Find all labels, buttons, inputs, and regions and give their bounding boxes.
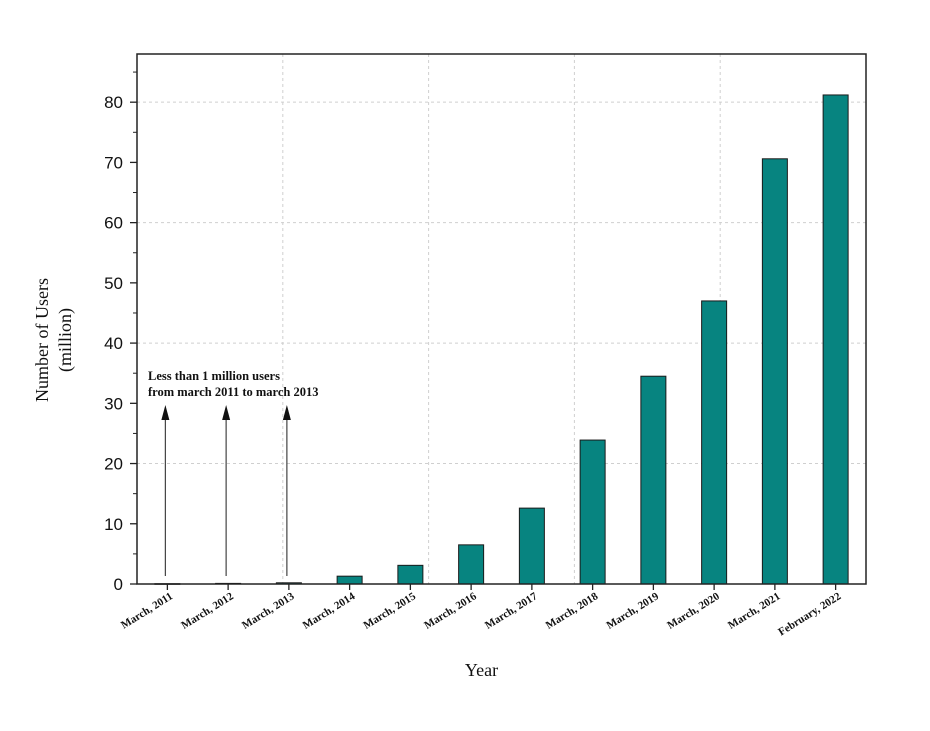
y-tick-label: 20	[104, 455, 123, 474]
grid-lines	[137, 54, 866, 584]
bars	[154, 94, 849, 585]
y-tick-label: 70	[104, 153, 123, 172]
x-tick-label: March, 2012	[179, 590, 236, 632]
annotation-arrow-head	[161, 405, 170, 420]
bar	[518, 507, 545, 585]
y-axis-label-line-1: Number of Users	[32, 278, 52, 402]
y-tick-label: 80	[104, 93, 123, 112]
y-tick-label: 50	[104, 274, 123, 293]
annotation-arrow-head	[282, 405, 291, 420]
x-tick-label: March, 2020	[665, 590, 722, 632]
annotation-line-1: Less than 1 million users	[148, 369, 280, 383]
bar	[822, 94, 849, 585]
bar	[579, 439, 606, 585]
y-axis-label-line-2: (million)	[55, 308, 76, 372]
x-tick-label: March, 2013	[240, 590, 297, 632]
x-tick-label: February, 2022	[776, 590, 843, 638]
bar	[336, 575, 363, 585]
y-tick-label: 30	[104, 394, 123, 413]
x-axis-label: Year	[465, 660, 498, 680]
x-tick-label: March, 2019	[605, 590, 662, 632]
bar	[701, 300, 728, 585]
x-axis-ticks: March, 2011 March, 2012 March, 2013 March, …	[119, 584, 844, 638]
y-tick-label: 0	[114, 575, 123, 594]
x-tick-label: March, 2017	[483, 590, 540, 632]
y-axis-label: Number of Users (million)	[32, 278, 76, 402]
plot-frame	[136, 53, 867, 585]
x-tick-label: March, 2011	[119, 590, 175, 631]
y-tick-label: 10	[104, 515, 123, 534]
bar	[640, 375, 667, 585]
x-tick-label: March, 2014	[301, 590, 358, 632]
y-tick-label: 40	[104, 334, 123, 353]
bar	[458, 544, 485, 585]
x-tick-label: March, 2021	[726, 590, 782, 631]
bar	[761, 158, 788, 585]
x-tick-label: March, 2015	[362, 590, 419, 632]
bar	[397, 564, 424, 585]
annotation-arrow-head	[222, 405, 231, 420]
annotation-line-2: from march 2011 to march 2013	[148, 385, 318, 399]
x-tick-label: March, 2018	[544, 590, 601, 632]
y-tick-label: 60	[104, 214, 123, 233]
annotation-arrows	[161, 405, 291, 576]
y-axis-ticks: 0 10 20 30 40 50 60 70 80	[104, 71, 137, 594]
x-tick-label: March, 2016	[422, 590, 479, 632]
